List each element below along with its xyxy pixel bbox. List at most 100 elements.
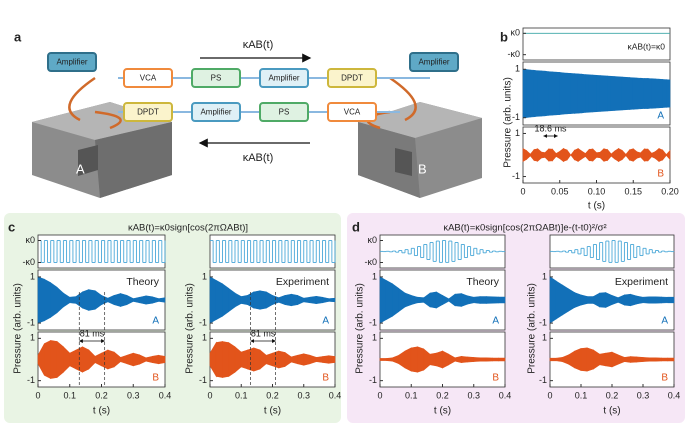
waveform-envelope [648,296,656,304]
waveform-envelope [563,72,568,115]
waveform-envelope [580,347,588,372]
waveform-envelope [145,295,153,305]
waveform-envelope [549,276,557,324]
x-tick-label: 0.2 [436,390,449,400]
component-label: Amplifier [56,58,87,67]
panel-label: a [14,29,22,44]
waveform-envelope [126,352,134,367]
waveform-envelope [259,290,267,310]
waveform-envelope [655,357,662,362]
x-tick-label: 0.3 [637,390,650,400]
x-axis-label: t (s) [264,406,281,417]
x-tick-label: 0.4 [499,390,512,400]
series-label: A [152,316,159,327]
y-tick-label: -1 [369,375,377,385]
waveform-envelope [541,70,546,117]
series-label: A [661,316,668,327]
x-tick-label: 0 [377,390,382,400]
waveform-envelope [655,296,662,304]
component-label: Amplifier [200,108,231,117]
waveform-envelope [603,148,608,162]
waveform-envelope [666,79,671,108]
waveform-envelope [648,357,656,362]
waveform-envelope [586,347,594,372]
y-tick-label: 1 [30,271,35,281]
y-tick-label: -1 [539,317,547,327]
waveform-envelope [618,148,623,162]
waveform-envelope [303,353,311,366]
waveform-envelope [498,357,506,362]
waveform-envelope [460,293,468,307]
waveform-envelope [429,291,437,309]
component-label: DPDT [137,108,159,117]
waveform-envelope [611,351,619,368]
waveform-envelope [152,354,159,365]
waveform-envelope [385,279,393,321]
y-tick-label: -1 [512,112,520,122]
y-axis-label: Pressure (arb. units) [13,283,24,374]
waveform-envelope [570,73,575,114]
waveform-envelope [643,148,649,162]
component-label: Amplifier [418,58,449,67]
x-axis-label: t (s) [603,406,620,417]
component-box [47,52,97,72]
chart-label: Experiment [276,276,329,288]
waveform-envelope [479,296,487,304]
waveform-envelope [629,77,634,110]
waveform-envelope [661,296,669,304]
component-box [259,68,309,88]
waveform-envelope [537,70,542,117]
waveform-envelope [265,352,273,367]
waveform-envelope [107,349,115,370]
arrow-bottom-label: κAB(t) [243,152,274,164]
waveform-envelope [548,71,553,116]
waveform-envelope [460,355,468,364]
waveform-envelope [636,295,644,305]
chart-label: Theory [466,276,499,288]
waveform-envelope [618,76,623,111]
waveform-envelope [548,148,553,162]
waveform-envelope [605,292,613,308]
waveform-envelope [658,78,663,109]
annotation-label: 18.6 ms [535,123,568,133]
y-tick-label: 1 [30,333,35,343]
waveform-envelope [636,77,641,110]
waveform-envelope [132,352,140,367]
waveform-envelope [614,76,619,111]
waveform-envelope [522,68,527,119]
waveform-envelope [209,276,217,324]
component-box [409,52,459,72]
component-box [191,102,241,122]
panel-label: b [500,29,508,44]
waveform-envelope [253,347,261,372]
x-tick-label: 0.1 [405,390,418,400]
waveform-envelope [630,356,638,363]
x-tick-label: 0.1 [575,390,588,400]
waveform-envelope [581,73,586,114]
x-tick-label: 0.4 [159,390,172,400]
waveform-envelope [630,293,638,307]
component-box [259,102,309,122]
waveform-envelope [120,293,128,307]
waveform-envelope [297,353,305,366]
waveform-envelope [607,75,612,112]
component-box [327,102,377,122]
waveform-envelope [290,293,298,307]
waveform-envelope [417,296,425,304]
waveform-envelope [385,357,393,362]
x-tick-label: 0.2 [266,390,279,400]
waveform-envelope [555,357,563,362]
y-tick-label: -1 [512,171,520,181]
waveform-envelope [278,350,286,369]
waveform-envelope [588,148,594,162]
component-label: PS [211,74,222,83]
waveform-envelope [328,297,336,303]
waveform-envelope [454,355,462,364]
waveform-envelope [240,295,248,305]
waveform-envelope [624,356,631,363]
waveform-envelope [603,75,608,112]
waveform-envelope [485,357,493,362]
series-label: A [492,316,499,327]
y-axis-label: Pressure (arb. units) [185,283,196,374]
waveform-envelope [303,296,311,304]
